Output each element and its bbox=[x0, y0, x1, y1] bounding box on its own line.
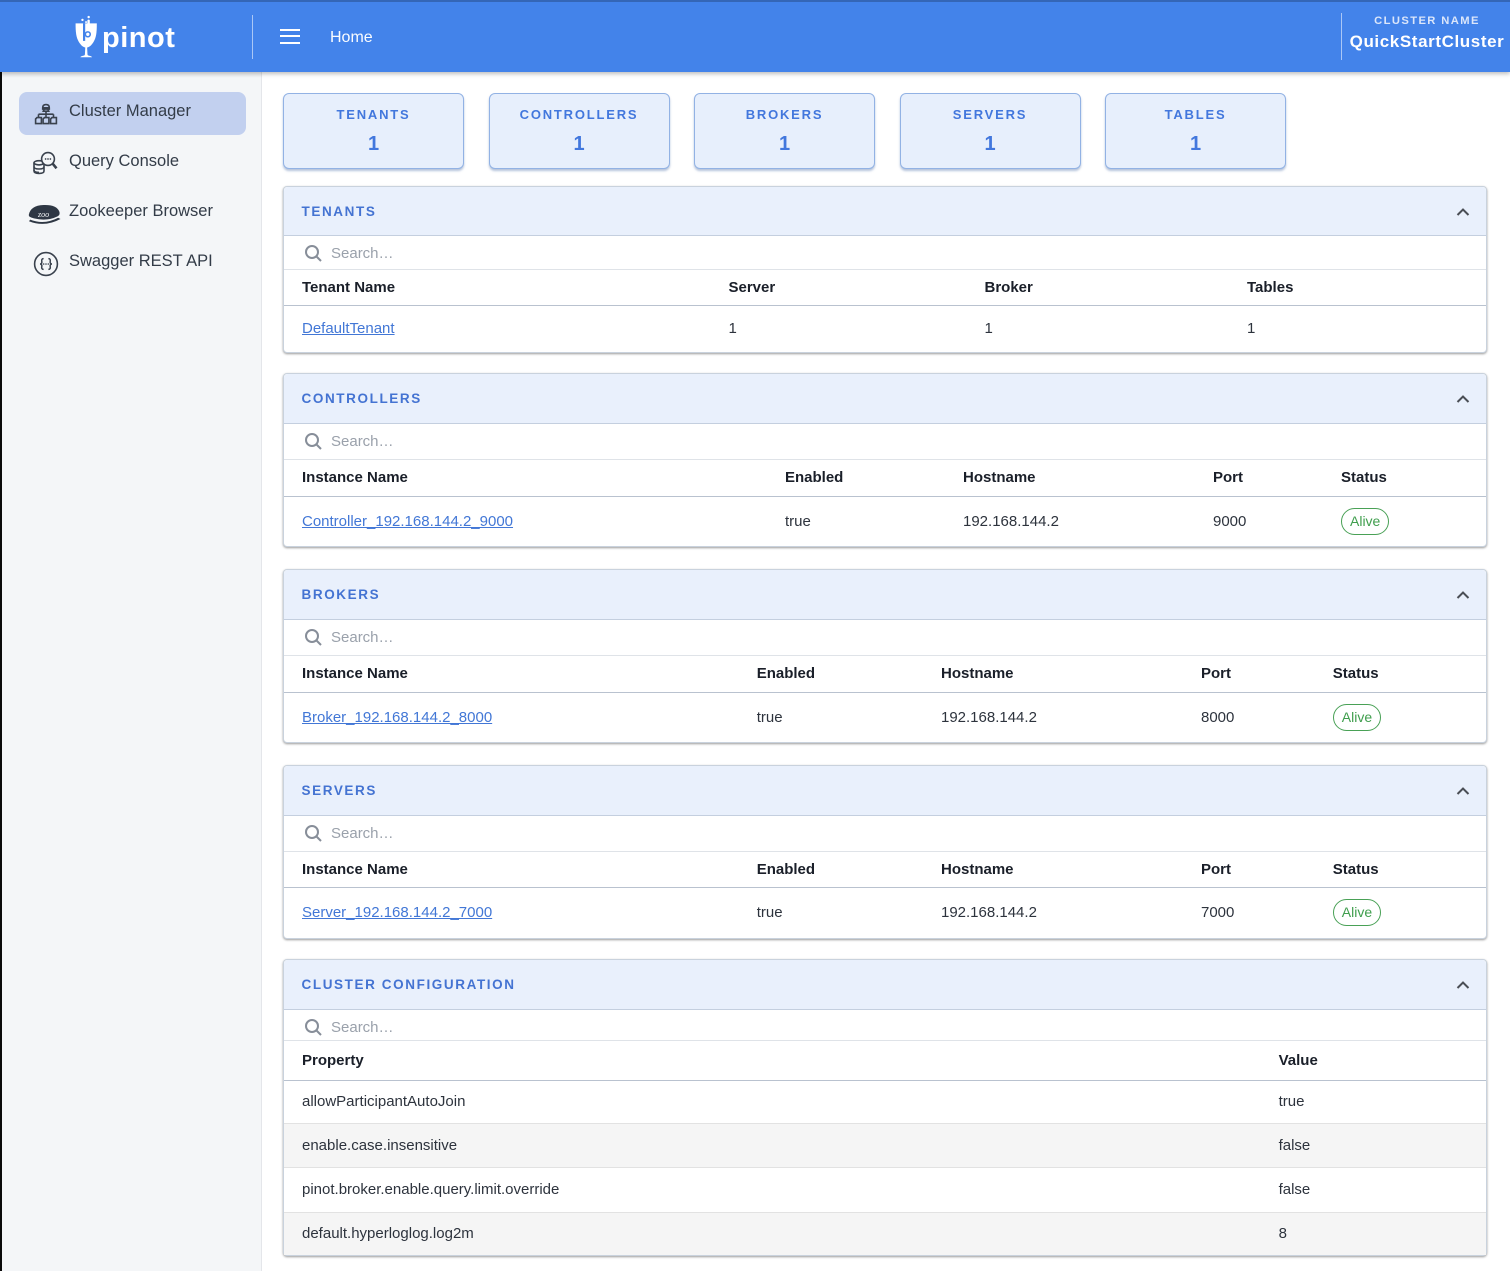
svg-text:zoo: zoo bbox=[37, 210, 49, 219]
